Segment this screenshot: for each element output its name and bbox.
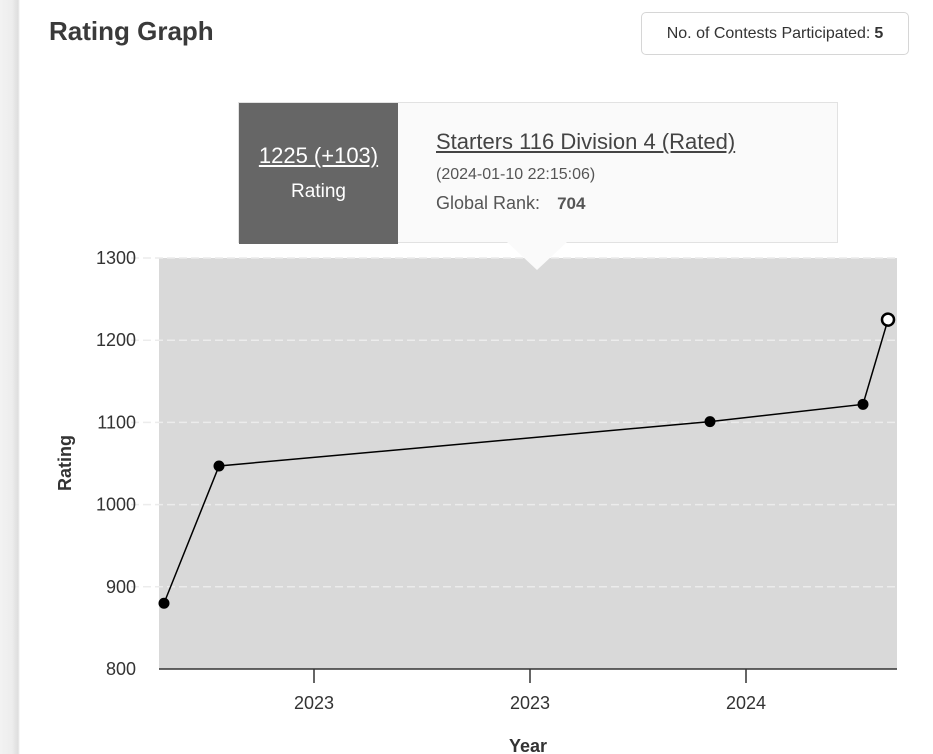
y-tick-label: 800 — [106, 659, 136, 679]
y-axis-ticks: 800 900 1000 1100 1200 1300 — [96, 248, 136, 679]
plot-area — [159, 258, 897, 669]
x-tick-label: 2023 — [294, 693, 334, 713]
x-axis-title: Year — [509, 736, 547, 754]
x-tick-label: 2024 — [726, 693, 766, 713]
page-title: Rating Graph — [49, 16, 214, 46]
tooltip-rank-value: 704 — [557, 194, 586, 213]
y-tick-label: 1000 — [96, 495, 136, 515]
x-axis: 2023 2023 2024 — [159, 668, 897, 713]
x-tick-label: 2023 — [510, 693, 550, 713]
y-tick-label: 1200 — [96, 330, 136, 350]
contests-count-label: No. of Contests Participated: — [666, 24, 871, 42]
data-point[interactable] — [857, 398, 869, 410]
contests-count-value: 5 — [874, 24, 884, 42]
tooltip-arrow — [507, 242, 567, 270]
contest-tooltip: 1225 (+103) Rating Starters 116 Division… — [238, 102, 838, 244]
tooltip-rating-link[interactable]: 1225 (+103) — [258, 143, 379, 168]
tooltip-rating-label: Rating — [291, 181, 346, 202]
tooltip-rating-panel: 1225 (+103) Rating — [239, 103, 398, 244]
rating-series — [158, 312, 896, 609]
contests-count-badge: No. of Contests Participated: 5 — [641, 12, 909, 55]
y-tick-label: 1300 — [96, 248, 136, 268]
highlighted-data-point[interactable] — [880, 312, 896, 327]
tooltip-contest-date: (2024-01-10 22:15:06) — [436, 166, 596, 183]
tooltip-rank-label: Global Rank: — [436, 193, 541, 213]
grid-lines — [131, 257, 897, 588]
y-tick-label: 900 — [106, 577, 136, 597]
data-point[interactable] — [213, 460, 225, 472]
tooltip-global-rank: Global Rank: 704 — [436, 193, 585, 214]
data-point[interactable] — [704, 416, 716, 428]
y-tick-label: 1100 — [97, 412, 136, 432]
tooltip-contest-link[interactable]: Starters 116 Division 4 (Rated) — [436, 129, 736, 154]
left-panel-shadow — [0, 0, 20, 754]
data-point[interactable] — [158, 597, 170, 609]
y-axis-title: Rating — [55, 435, 75, 491]
